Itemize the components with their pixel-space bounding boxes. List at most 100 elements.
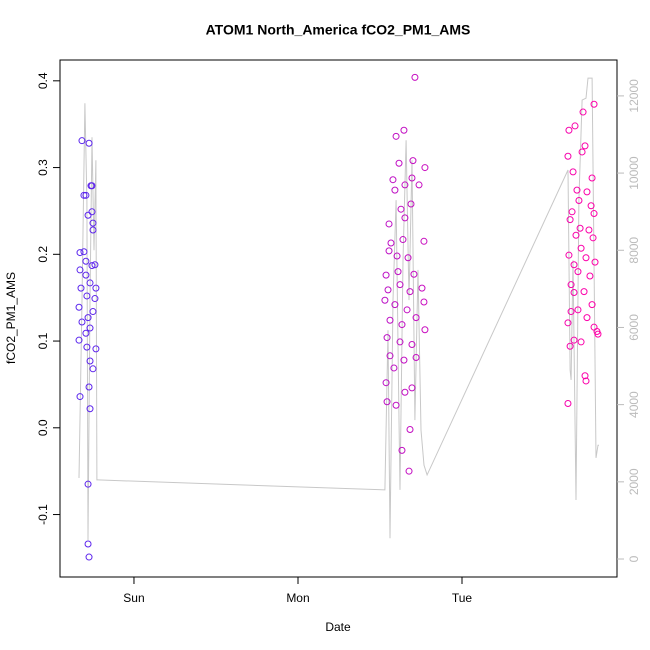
point: [91, 295, 99, 303]
point: [89, 226, 97, 234]
point: [570, 336, 578, 344]
point: [86, 405, 94, 413]
point: [582, 377, 590, 385]
point: [89, 308, 97, 316]
point: [392, 132, 400, 140]
point: [83, 292, 91, 300]
point: [411, 73, 419, 81]
point: [573, 186, 581, 194]
point: [75, 336, 83, 344]
point: [588, 174, 596, 182]
y-tick-label: 0.3: [36, 159, 50, 176]
point: [415, 181, 423, 189]
point: [82, 329, 90, 337]
point: [586, 272, 594, 280]
point: [80, 191, 88, 199]
point: [590, 100, 598, 108]
point: [76, 266, 84, 274]
point: [381, 296, 389, 304]
point: [88, 208, 96, 216]
point: [421, 326, 429, 334]
y2-tick-label: 4000: [627, 391, 641, 418]
point: [391, 301, 399, 309]
y2-tick-label: 2000: [627, 468, 641, 495]
point: [387, 239, 395, 247]
point: [420, 298, 428, 306]
point: [401, 214, 409, 222]
point: [412, 354, 420, 362]
point: [569, 168, 577, 176]
point: [86, 357, 94, 365]
point: [89, 365, 97, 373]
y2-tick-label: 10000: [627, 156, 641, 190]
plot-box: [59, 59, 618, 578]
point: [88, 182, 96, 190]
point: [75, 303, 83, 311]
point: [568, 208, 576, 216]
point: [577, 338, 585, 346]
y2-tick-label: 0: [627, 555, 641, 562]
point: [572, 231, 580, 239]
point: [382, 379, 390, 387]
point: [399, 236, 407, 244]
point: [89, 219, 97, 227]
point: [393, 252, 401, 260]
point: [83, 343, 91, 351]
point: [564, 319, 572, 327]
point: [398, 446, 406, 454]
point: [406, 288, 414, 296]
point: [386, 352, 394, 360]
point: [92, 345, 100, 353]
point: [421, 164, 429, 172]
point: [412, 314, 420, 322]
point: [84, 211, 92, 219]
point: [408, 341, 416, 349]
point: [84, 540, 92, 548]
point: [588, 301, 596, 309]
point: [385, 220, 393, 228]
y2-tick-label: 8000: [627, 237, 641, 264]
x-tick-label: Mon: [286, 591, 309, 605]
point: [576, 224, 584, 232]
line-series: [78, 77, 599, 541]
point: [77, 284, 85, 292]
point: [580, 288, 588, 296]
point: [400, 126, 408, 134]
point: [396, 281, 404, 289]
point: [88, 262, 96, 270]
point: [85, 553, 93, 561]
x-tick-label: Sun: [123, 591, 144, 605]
point: [403, 306, 411, 314]
point: [92, 284, 100, 292]
point: [564, 400, 572, 408]
point: [82, 191, 90, 199]
point: [78, 318, 86, 326]
y-tick-label: 0.1: [36, 332, 50, 349]
point: [579, 108, 587, 116]
point: [385, 247, 393, 255]
point: [401, 388, 409, 396]
point: [565, 126, 573, 134]
point: [567, 308, 575, 316]
point: [590, 210, 598, 218]
point: [570, 261, 578, 269]
point: [583, 188, 591, 196]
point: [575, 197, 583, 205]
point: [391, 186, 399, 194]
point: [587, 202, 595, 210]
point: [394, 268, 402, 276]
point: [384, 286, 392, 294]
point: [405, 467, 413, 475]
point: [84, 480, 92, 488]
point: [82, 257, 90, 265]
point: [408, 174, 416, 182]
point: [565, 251, 573, 259]
point: [84, 314, 92, 322]
point: [396, 338, 404, 346]
x-tick-label: Tue: [452, 591, 473, 605]
point: [571, 122, 579, 130]
point: [566, 216, 574, 224]
y2-tick-label: 12000: [627, 79, 641, 113]
point: [583, 314, 591, 322]
